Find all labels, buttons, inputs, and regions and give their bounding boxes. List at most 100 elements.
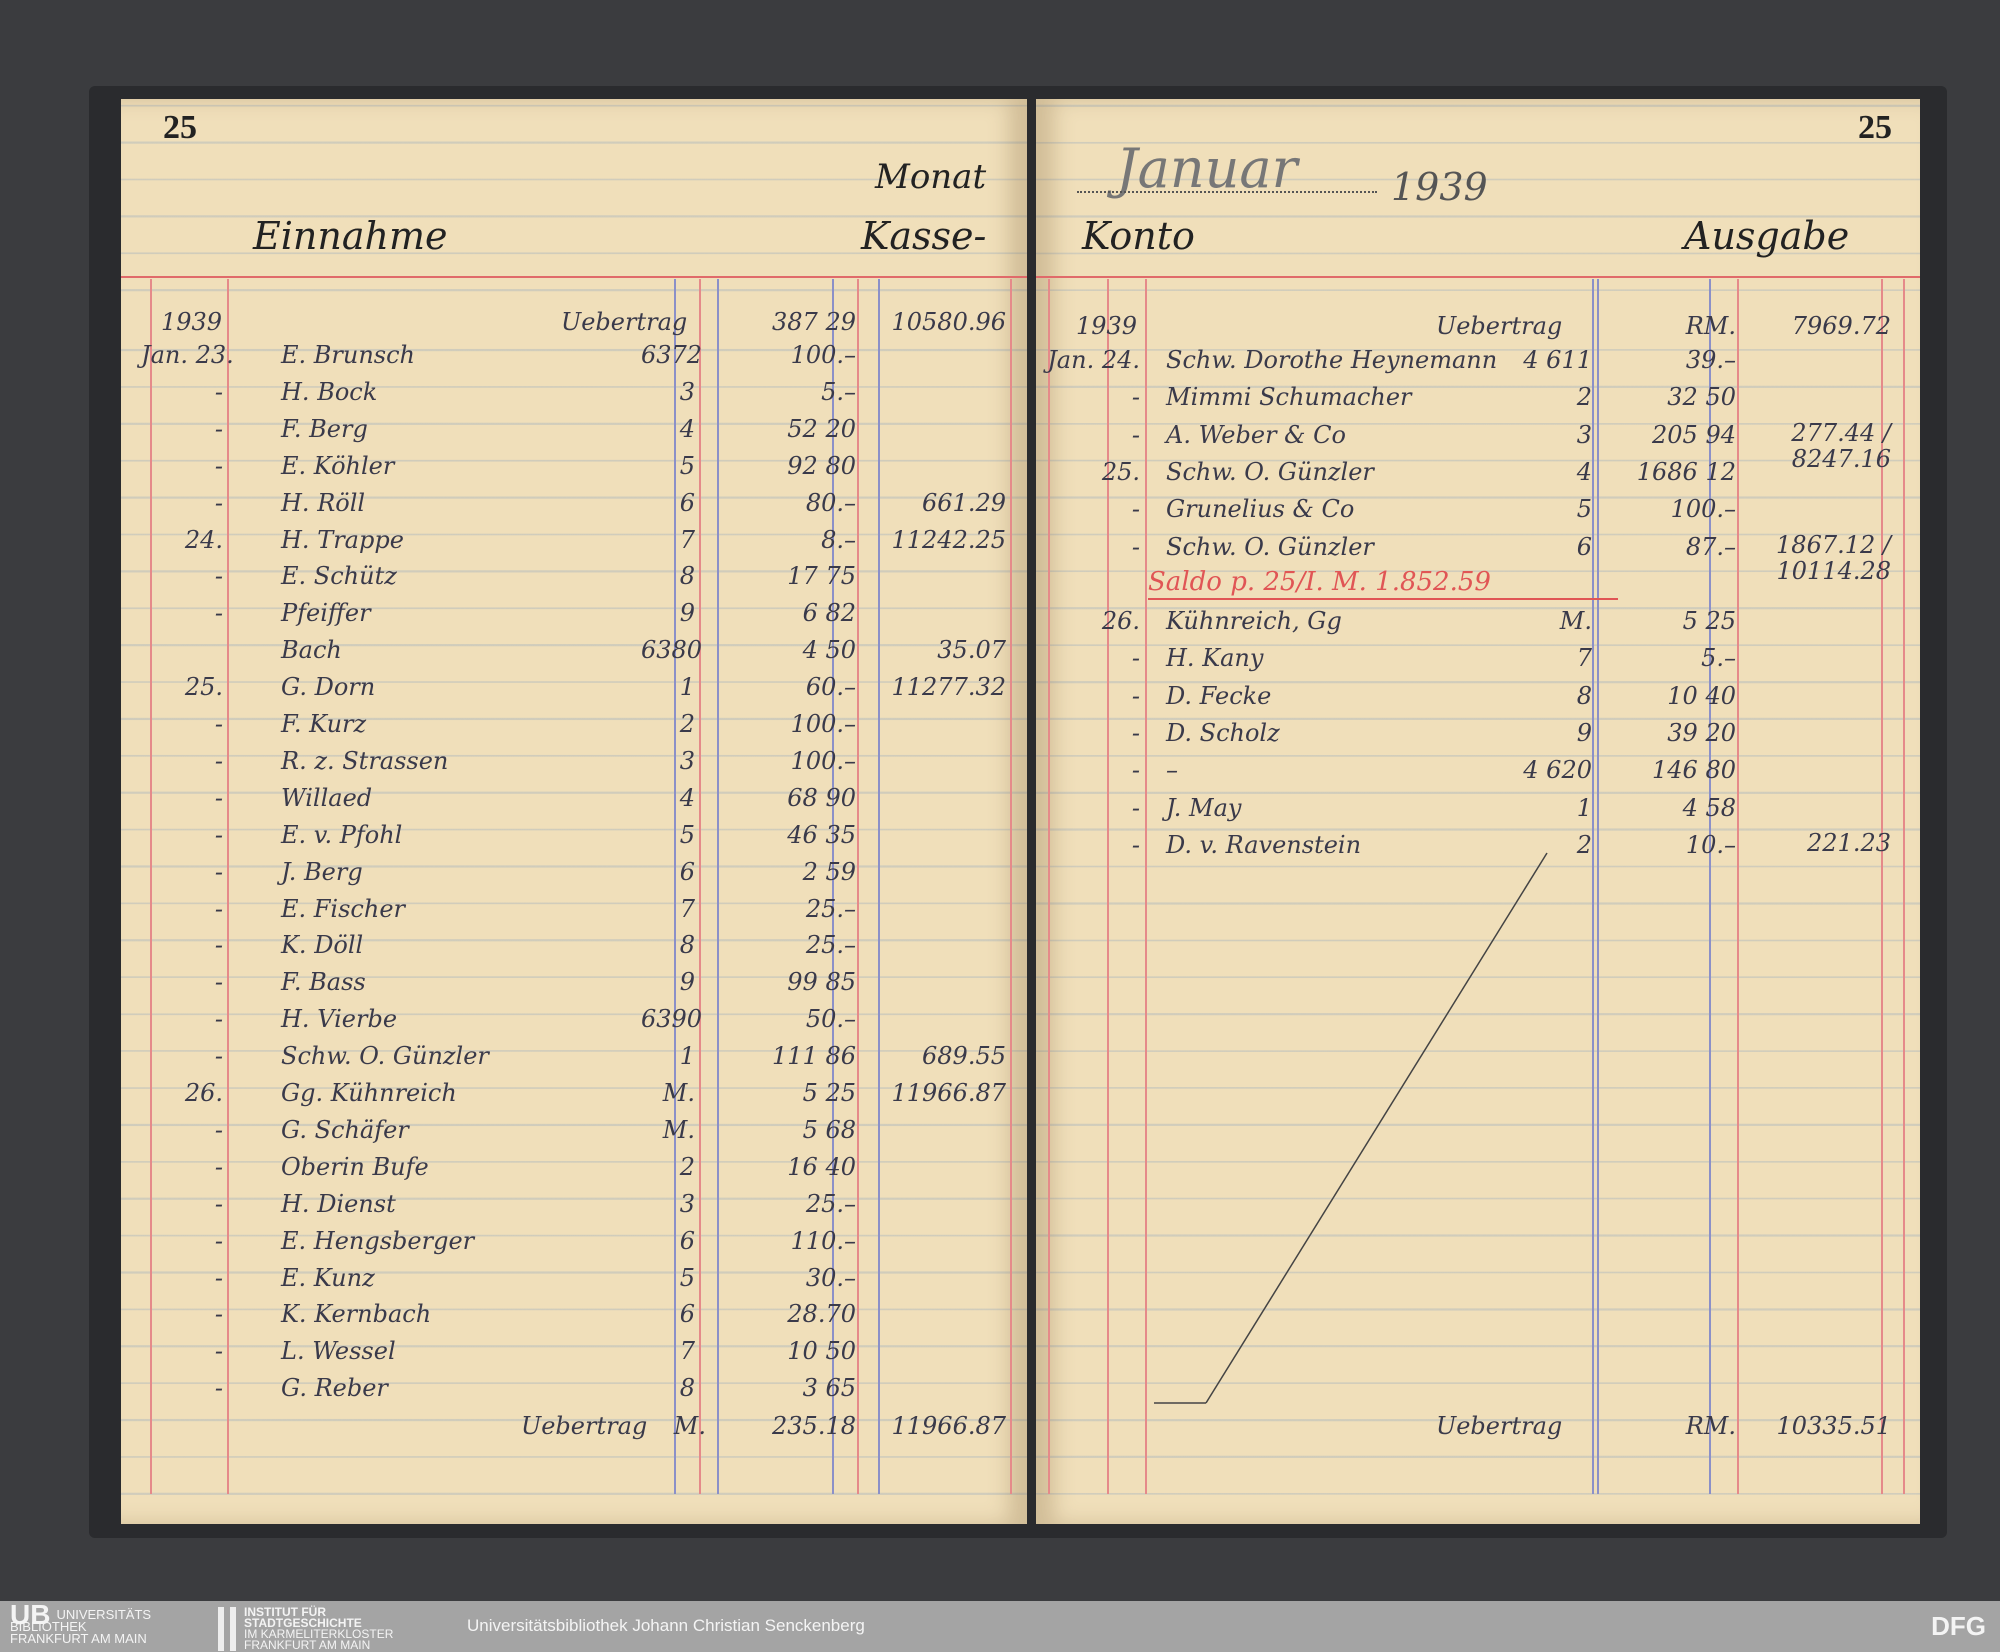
- table-row-amount: 87.–: [1685, 532, 1736, 561]
- table-row-date: -: [214, 1263, 223, 1292]
- table-row-folio: 1: [679, 1042, 695, 1071]
- table-row-amount: 100.–: [790, 746, 856, 775]
- table-row: - Schw. O. Günzler 1 111 86 689.55: [121, 1041, 1027, 1071]
- table-row: - H. Dienst 3 25.–: [121, 1189, 1027, 1219]
- carry-row-currency: RM.: [1685, 312, 1736, 340]
- table-row-name: E. v. Pfohl: [281, 820, 403, 849]
- table-row: - G. Schäfer M. 5 68: [121, 1115, 1027, 1145]
- table-row: - K. Döll 8 25.–: [121, 930, 1027, 960]
- table-row: - K. Kernbach 6 28.70: [121, 1299, 1027, 1329]
- table-row-folio: 7: [679, 894, 695, 923]
- column-rule: [1107, 279, 1109, 1494]
- table-row-date: -: [1131, 532, 1140, 561]
- table-row: - J. Berg 6 2 59: [121, 857, 1027, 887]
- table-row-name: J. Berg: [281, 857, 363, 886]
- table-row-date: -: [214, 746, 223, 775]
- table-row: 25. G. Dorn 1 60.– 11277.32: [121, 672, 1027, 702]
- table-row-date: -: [214, 931, 223, 960]
- footer-row: Uebertrag RM. 10335.51: [1036, 1411, 1920, 1441]
- month-name: Januar: [1116, 137, 1298, 200]
- table-row-name: F. Berg: [281, 414, 368, 443]
- table-row-folio: 6: [679, 1300, 695, 1329]
- table-row-date: -: [1131, 681, 1140, 710]
- table-row-folio: 3: [1576, 420, 1592, 449]
- table-row-folio: 5: [679, 820, 695, 849]
- table-row-name: D. Scholz: [1166, 719, 1280, 747]
- table-row-folio: 9: [679, 599, 695, 628]
- table-row-total: 277.44 / 8247.16: [1791, 418, 1891, 473]
- table-row: - J. May 1 4 58: [1036, 793, 1920, 823]
- carry-row-total: 7969.72: [1791, 312, 1891, 340]
- table-row-name: J. May: [1166, 793, 1242, 822]
- table-row-name: E. Hengsberger: [281, 1226, 475, 1255]
- table-row-date: -: [214, 1152, 223, 1181]
- table-row-amount: 99 85: [787, 968, 856, 997]
- table-row-name: –: [1166, 756, 1178, 785]
- table-row: - H. Bock 3 5.–: [121, 377, 1027, 407]
- column-rule: [1592, 279, 1594, 1494]
- table-row-folio: 6: [679, 488, 695, 517]
- table-row-amount: 28.70: [787, 1300, 856, 1329]
- institut-logo: INSTITUT FÜR STADTGESCHICHTE IM KARMELITER…: [218, 1606, 424, 1651]
- table-row-folio: 2: [1576, 830, 1592, 859]
- table-row-date: -: [1131, 383, 1140, 412]
- table-row-name: Schw. O. Günzler: [1166, 532, 1374, 561]
- column-rule: [717, 279, 719, 1494]
- table-row-date: 26.: [1101, 607, 1140, 636]
- table-row-date: -: [214, 894, 223, 923]
- table-row-total: 689.55: [922, 1042, 1006, 1071]
- table-row-amount: 16 40: [787, 1152, 856, 1181]
- table-row-amount: 205 94: [1652, 420, 1736, 449]
- table-row: - Oberin Bufe 2 16 40: [121, 1152, 1027, 1182]
- table-row-amount: 2 59: [802, 857, 856, 886]
- table-row-amount: 110.–: [790, 1226, 856, 1255]
- table-row-total: 221.23: [1807, 828, 1891, 857]
- table-row-folio: 6380: [641, 636, 703, 665]
- table-row: - H. Vierbe 6390 50.–: [121, 1004, 1027, 1034]
- footer-row-total: 11966.87: [891, 1412, 1006, 1440]
- table-row-amount: 10.–: [1685, 830, 1736, 859]
- table-row-amount: 50.–: [805, 1005, 856, 1034]
- table-row-date: -: [1131, 644, 1140, 673]
- column-rule: [150, 279, 152, 1494]
- table-row-date: 25.: [1101, 457, 1140, 486]
- table-row-total: 1867.12 / 10114.28: [1776, 530, 1891, 585]
- table-row-amount: 3 65: [802, 1374, 856, 1403]
- table-row-folio: 8: [679, 562, 695, 591]
- table-row-name: A. Weber & Co: [1166, 420, 1346, 449]
- table-row-folio: 7: [1576, 644, 1592, 673]
- table-row-date: -: [214, 710, 223, 738]
- table-row-total: 11242.25: [891, 525, 1006, 554]
- footer-row-label: Uebertrag: [1436, 1412, 1563, 1440]
- table-row-date: 26.: [184, 1079, 223, 1107]
- footer-row-currency: RM.: [1685, 1412, 1736, 1440]
- table-row-date: -: [1131, 756, 1140, 785]
- table-row-amount: 25.–: [805, 1189, 856, 1218]
- table-row-amount: 6 82: [802, 599, 856, 628]
- table-row-name: Bach: [281, 636, 342, 665]
- table-row-amount: 100.–: [790, 710, 856, 738]
- table-row-folio: 9: [679, 968, 695, 997]
- table-row-date: -: [214, 1374, 223, 1403]
- table-row-folio: 1: [679, 673, 695, 702]
- table-row: 24. H. Trappe 7 8.– 11242.25: [121, 525, 1027, 555]
- table-row-name: K. Döll: [281, 931, 364, 960]
- table-row-folio: 1: [1576, 793, 1592, 822]
- diagonal-line: [1205, 852, 1548, 1404]
- table-row-name: H. Röll: [281, 488, 366, 517]
- table-row-amount: 46 35: [787, 820, 856, 849]
- table-row-amount: 4 50: [802, 636, 856, 665]
- table-row-amount: 60.–: [805, 673, 856, 702]
- carry-row-year: 1939: [161, 308, 223, 336]
- table-row-name: H. Dienst: [281, 1189, 396, 1218]
- table-row-folio: 7: [679, 525, 695, 554]
- month-dotted-line: [1077, 191, 1377, 193]
- table-row-date: -: [214, 562, 223, 591]
- table-row-amount: 146 80: [1652, 756, 1736, 785]
- table-row: - E. Köhler 5 92 80: [121, 451, 1027, 481]
- table-row-date: -: [214, 1005, 223, 1034]
- table-row-date: -: [1131, 830, 1140, 859]
- table-row-name: D. v. Ravenstein: [1166, 830, 1362, 859]
- table-row-date: -: [214, 1115, 223, 1144]
- column-rule: [1881, 279, 1883, 1494]
